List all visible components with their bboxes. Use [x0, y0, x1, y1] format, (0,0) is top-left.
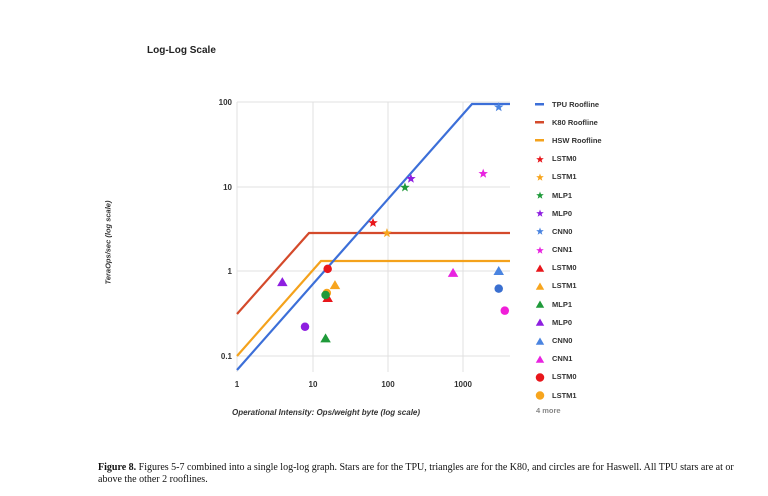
point-tpu-cnn0-star-icon: [493, 102, 504, 112]
legend-line-icon: [533, 98, 547, 110]
y-tick-100: 100: [219, 98, 233, 107]
legend-label: MLP1: [552, 299, 573, 309]
legend: TPU Roofline K80 Roofline HSW Roofline LSTM…: [533, 95, 643, 415]
legend-item: LSTM0: [533, 368, 643, 386]
legend-label: CNN1: [552, 354, 573, 364]
legend-line-icon: [533, 116, 547, 128]
hsw-roofline: [236, 259, 510, 357]
figure-caption: Figure 8. Figures 5-7 combined into a si…: [98, 462, 738, 486]
point-k80-cnn1-triangle-icon: [447, 267, 459, 277]
legend-triangle-icon: [533, 316, 547, 328]
point-haswell-cnn1-circle-icon: [500, 306, 510, 315]
legend-label: LSTM0: [552, 263, 577, 273]
legend-star-icon: [533, 207, 547, 219]
point-k80-lstm1-triangle-icon: [329, 280, 341, 290]
tpu-roofline: [236, 102, 510, 371]
x-tick-1000: 1000: [454, 380, 472, 389]
legend-label: LSTM0: [552, 154, 577, 164]
legend-item: CNN1: [533, 241, 643, 259]
legend-label: K80 Roofline: [552, 117, 598, 127]
legend-triangle-icon: [533, 262, 547, 274]
legend-triangle-icon: [533, 280, 547, 292]
point-haswell-mlp1-circle-icon: [321, 290, 330, 300]
x-tick-labels: 1 10 100 1000: [235, 380, 473, 389]
legend-line-icon: [533, 134, 547, 146]
point-tpu-lstm1-star-icon: [382, 228, 392, 238]
legend-circle-icon: [533, 389, 547, 401]
point-haswell-mlp0-circle-icon: [300, 322, 310, 331]
gridlines: [236, 101, 510, 372]
legend-label: MLP0: [552, 208, 573, 218]
y-tick-1: 1: [228, 267, 233, 276]
point-haswell-lstm0-circle-icon: [323, 264, 332, 274]
legend-label: CNN0: [552, 336, 573, 346]
caption-text: Figures 5-7 combined into a single log-l…: [98, 462, 734, 485]
legend-item: HSW Roofline: [533, 131, 643, 149]
legend-item: LSTM1: [533, 386, 643, 404]
legend-item: LSTM0: [533, 150, 643, 168]
data-points: [277, 102, 510, 343]
legend-item: LSTM1: [533, 168, 643, 186]
legend-label: LSTM0: [552, 372, 577, 382]
point-tpu-lstm0-star-icon: [368, 217, 378, 227]
legend-triangle-icon: [533, 353, 547, 365]
legend-circle-icon: [533, 371, 547, 383]
legend-star-icon: [533, 225, 547, 237]
x-axis-label: Operational Intensity: Ops/weight byte (…: [232, 408, 421, 417]
point-k80-mlp1-triangle-icon: [320, 333, 331, 343]
legend-item: LSTM1: [533, 277, 643, 295]
legend-item: CNN1: [533, 350, 643, 368]
legend-label: CNN0: [552, 226, 573, 236]
point-tpu-cnn1-star-icon: [478, 168, 488, 178]
legend-item: MLP0: [533, 313, 643, 331]
x-tick-10: 10: [309, 380, 318, 389]
y-tick-labels: 100 10 1 0.1: [219, 98, 233, 361]
legend-item: MLP1: [533, 295, 643, 313]
legend-item: CNN0: [533, 222, 643, 240]
legend-star-icon: [533, 171, 547, 183]
point-haswell-cnn0-circle-icon: [494, 284, 503, 293]
point-k80-mlp0-triangle-icon: [277, 277, 288, 287]
x-tick-1: 1: [235, 380, 240, 389]
legend-item: K80 Roofline: [533, 113, 643, 131]
legend-triangle-icon: [533, 335, 547, 347]
rooflines: [236, 102, 510, 371]
legend-label: MLP0: [552, 317, 573, 327]
legend-star-icon: [533, 189, 547, 201]
legend-label: CNN1: [552, 245, 573, 255]
legend-label: LSTM1: [552, 172, 577, 182]
x-tick-100: 100: [381, 380, 395, 389]
y-tick-10: 10: [223, 183, 232, 192]
legend-item: CNN0: [533, 331, 643, 349]
legend-star-icon: [533, 244, 547, 256]
legend-item: MLP1: [533, 186, 643, 204]
legend-label: MLP1: [552, 190, 573, 200]
k80-roofline: [236, 231, 510, 315]
chart-title: Log-Log Scale: [147, 45, 216, 56]
legend-item: MLP0: [533, 204, 643, 222]
point-k80-cnn0-triangle-icon: [493, 266, 504, 275]
legend-more-link[interactable]: 4 more: [536, 406, 561, 416]
legend-triangle-icon: [533, 298, 547, 310]
y-tick-0.1: 0.1: [221, 352, 233, 361]
legend-label: HSW Roofline: [552, 135, 602, 145]
legend-label: TPU Roofline: [552, 99, 600, 109]
point-tpu-mlp1-star-icon: [400, 182, 410, 192]
point-tpu-mlp0-star-icon: [406, 173, 416, 183]
legend-label: LSTM1: [552, 281, 577, 291]
caption-label: Figure 8.: [98, 462, 137, 473]
legend-label: LSTM1: [552, 390, 577, 400]
legend-star-icon: [533, 153, 547, 165]
legend-item: TPU Roofline: [533, 95, 643, 113]
legend-item: LSTM0: [533, 259, 643, 277]
